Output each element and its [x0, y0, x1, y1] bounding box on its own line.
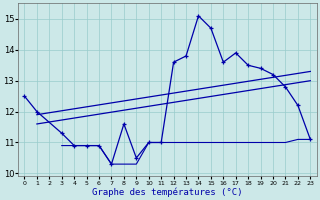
X-axis label: Graphe des températures (°C): Graphe des températures (°C) — [92, 187, 243, 197]
